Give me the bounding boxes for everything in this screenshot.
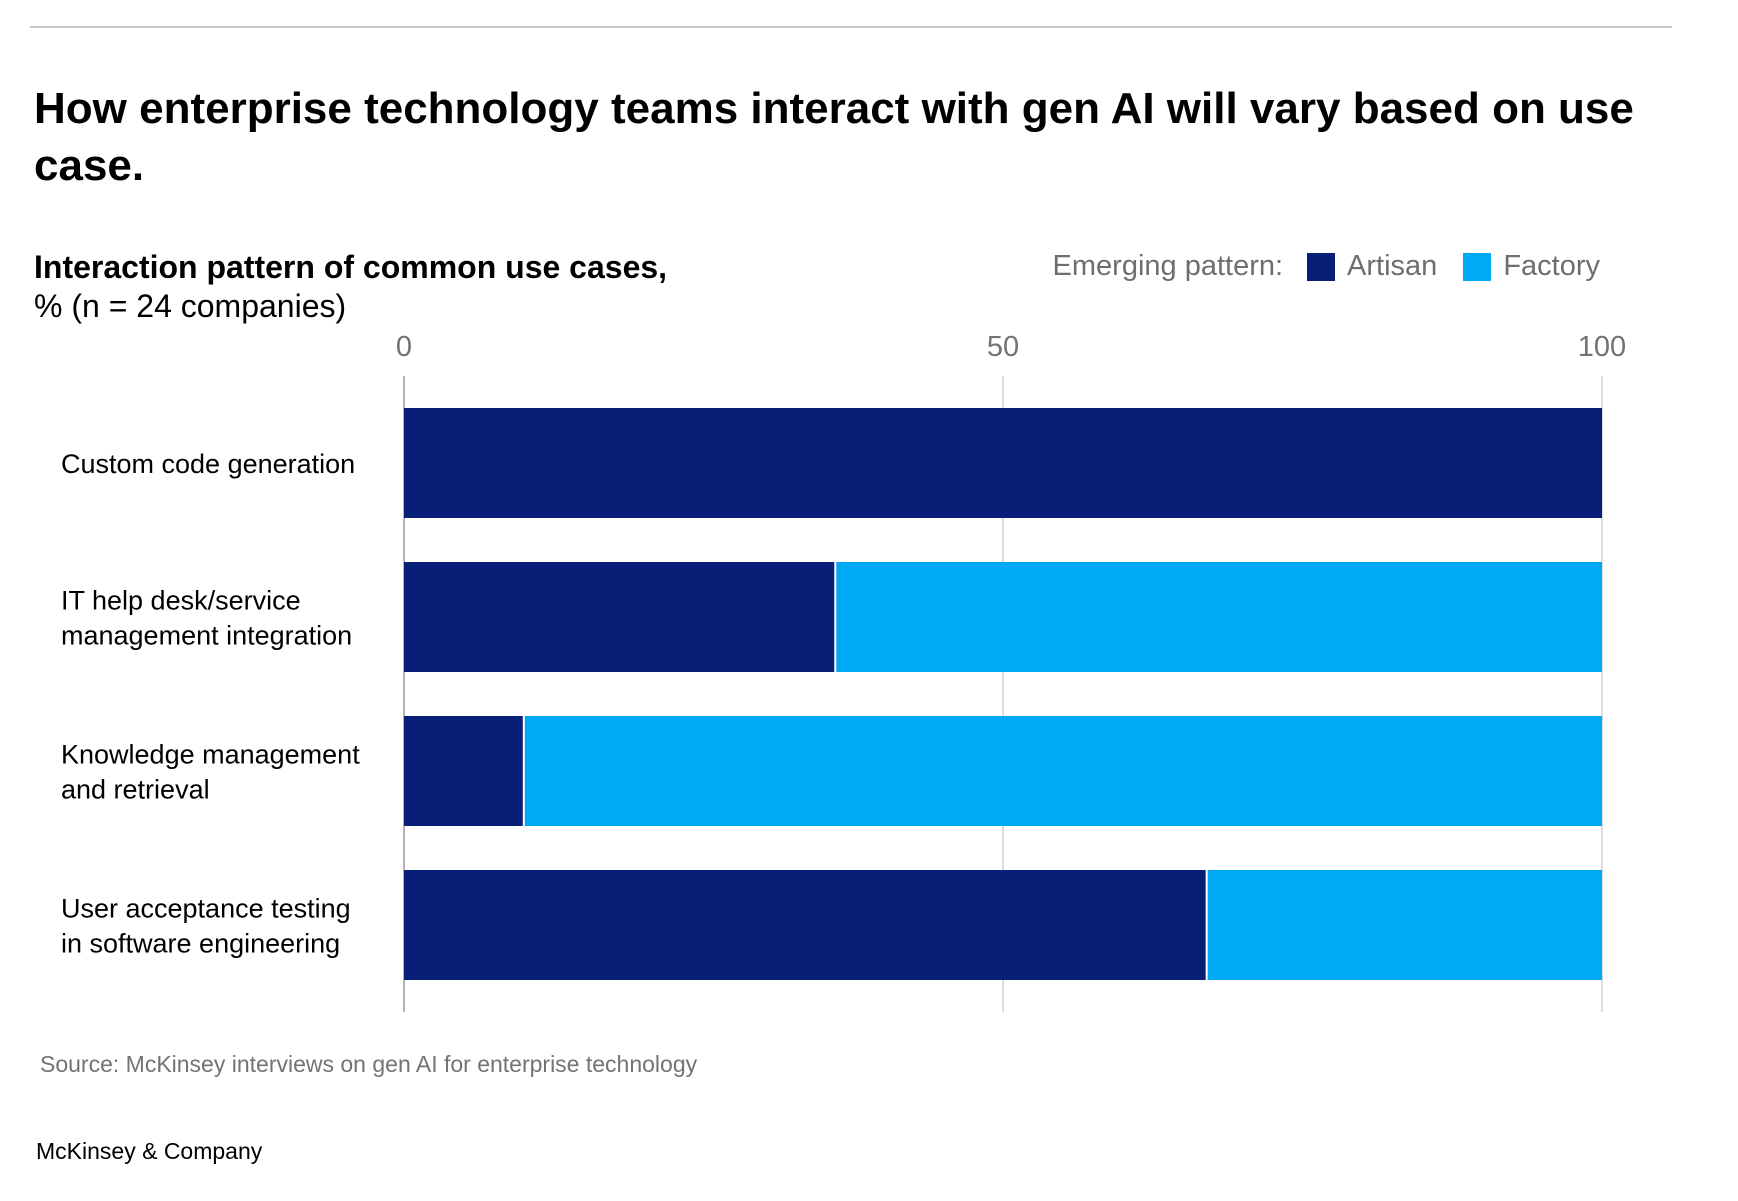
x-tick-label: 50 [987,331,1019,363]
bar-artisan [404,716,524,826]
chart-subtitle-unit: % (n = 24 companies) [34,288,347,324]
legend-item-artisan: Artisan [1307,250,1437,283]
top-rule [30,26,1672,28]
legend: Emerging pattern: Artisan Factory [1053,250,1600,283]
bar-factory [835,562,1602,672]
chart-headline: How enterprise technology teams interact… [34,84,1634,190]
brand-footer: McKinsey & Company [36,1138,263,1164]
stacked-bar-chart: 0 50 100 Custom code generation IT help desk… [61,331,1626,1012]
chart-subtitle: Interaction pattern of common use cases, [34,249,668,285]
category-label: Knowledge management and retrieval [61,740,360,805]
category-label-line: and retrieval [61,775,210,805]
source-note: Source: McKinsey interviews on gen AI fo… [40,1051,698,1077]
bar-factory [523,716,1602,826]
category-label-line: in software engineering [61,929,340,959]
x-tick-label: 100 [1578,331,1626,363]
category-label-line: Knowledge management [61,740,360,770]
legend-label-artisan: Artisan [1347,250,1438,282]
bar-artisan [404,408,1602,518]
category-label-line: User acceptance testing [61,894,351,924]
legend-title: Emerging pattern: [1052,250,1284,282]
bar-artisan [404,562,836,672]
legend-item-factory: Factory [1463,250,1600,283]
legend-label-factory: Factory [1503,250,1600,282]
category-label: IT help desk/service management integrati… [61,586,352,651]
legend-swatch-artisan [1307,252,1336,281]
bar-factory [1206,870,1602,980]
bar-artisan [404,870,1207,980]
category-label-line: Custom code generation [61,449,355,479]
category-label-line: management integration [61,621,352,651]
x-tick-label: 0 [396,331,412,363]
category-label-line: IT help desk/service [61,586,301,616]
category-label: User acceptance testing in software engin… [61,894,351,959]
legend-swatch-factory [1463,252,1492,281]
category-label: Custom code generation [61,449,355,479]
